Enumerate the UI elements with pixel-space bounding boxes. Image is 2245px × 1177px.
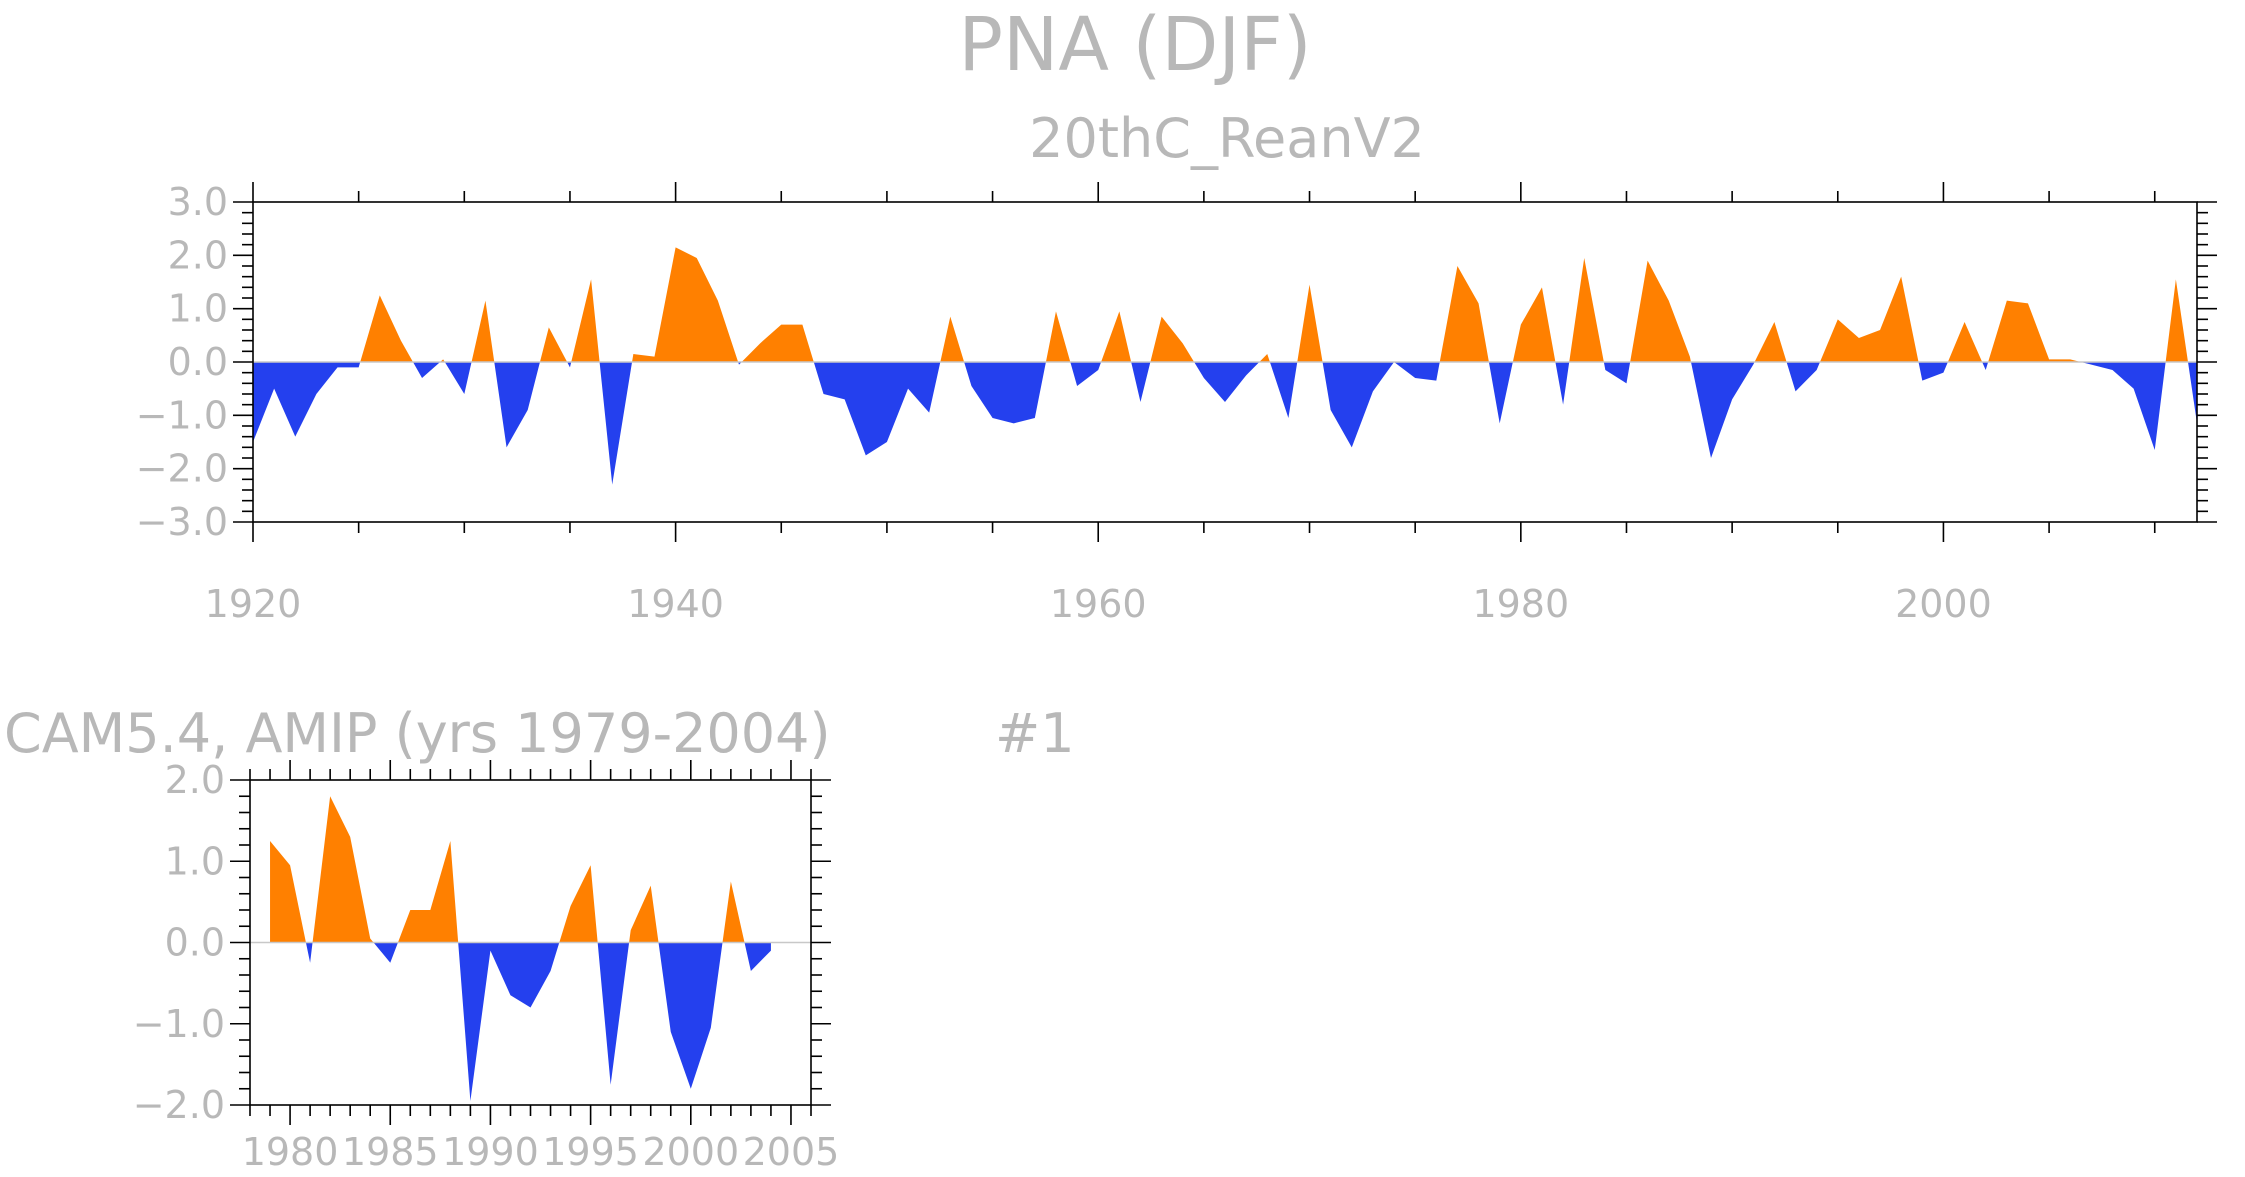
cam-amip-y-tick-label: 0.0 [165,921,225,965]
cam-amip-y-tick-label: 2.0 [165,758,225,802]
cam-amip-y-tick-label: 1.0 [165,839,225,883]
reanalysis-y-tick-label: 0.0 [168,340,228,384]
reanalysis-x-tick-label: 1960 [1050,582,1147,626]
cam-amip-x-tick-label: 1985 [342,1130,439,1174]
reanalysis-x-tick-label: 1980 [1472,582,1569,626]
reanalysis-x-tick-label: 2000 [1895,582,1992,626]
reanalysis-chart: 20thC_ReanV2 1920 1940 1960 1980 2000 3.0 2.0 1… [136,107,2217,626]
reanalysis-y-tick-label: 3.0 [168,180,228,224]
reanalysis-y-tick-label: −1.0 [136,393,228,437]
reanalysis-negative-area [253,362,2197,485]
reanalysis-y-tick-label: 2.0 [168,233,228,277]
cam-amip-x-tick-label: 1995 [542,1130,639,1174]
ensemble-member-label: #1 [995,702,1075,765]
cam-amip-positive-area [270,796,745,943]
reanalysis-y-tick-label: −2.0 [136,447,228,491]
figure-title: PNA (DJF) [958,2,1311,88]
cam-amip-x-tick-label: 1990 [442,1130,539,1174]
reanalysis-chart-title: 20thC_ReanV2 [1029,107,1425,170]
reanalysis-x-tick-label: 1920 [205,582,302,626]
reanalysis-x-tick-label: 1940 [627,582,724,626]
reanalysis-positive-area [360,247,2189,362]
cam-amip-x-tick-label: 1980 [242,1130,339,1174]
reanalysis-y-tick-label: 1.0 [168,287,228,331]
cam-amip-y-tick-label: −1.0 [133,1002,225,1046]
cam-amip-y-tick-label: −2.0 [133,1083,225,1127]
cam-amip-x-tick-label: 2000 [642,1130,739,1174]
reanalysis-y-tick-label: −3.0 [136,500,228,544]
cam-amip-negative-area [305,942,771,1101]
cam-amip-chart: CAM5.4, AMIP (yrs 1979-2004) #1 1980 1985… [4,702,1075,1174]
cam-amip-x-tick-label: 2005 [743,1130,840,1174]
cam-amip-chart-title: CAM5.4, AMIP (yrs 1979-2004) [4,702,831,765]
